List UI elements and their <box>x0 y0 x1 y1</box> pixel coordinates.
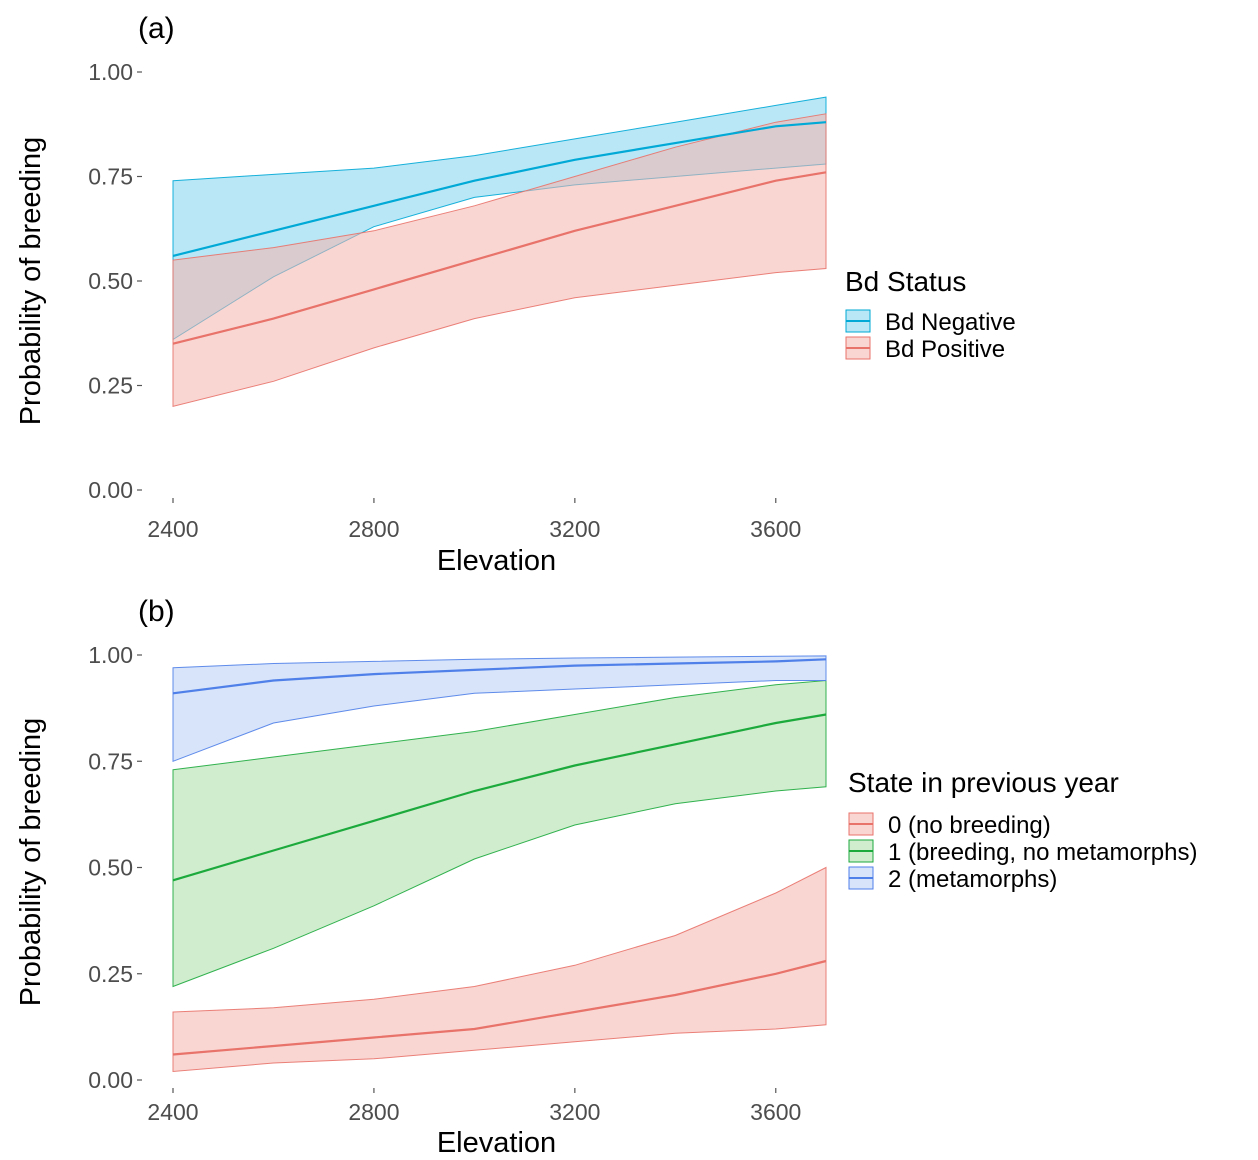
panel-label: (b) <box>138 595 175 628</box>
y-tick-label: 0.25 <box>88 961 133 987</box>
chart-panel-a: (a) 0.00 0.25 0.50 0.75 1.00 2400 2800 3200 3600 E… <box>15 12 1016 577</box>
legend-entry-label: Bd Positive <box>885 336 1005 363</box>
x-tick-label: 3200 <box>549 516 600 542</box>
y-tick-label: 0.50 <box>88 268 133 294</box>
fitted-line-series-1 <box>172 713 827 882</box>
confidence-band-series-1 <box>172 679 827 988</box>
fitted-line-series-0 <box>172 959 827 1056</box>
y-tick-label: 0.75 <box>88 748 133 774</box>
y-tick-label: 0.75 <box>88 164 133 190</box>
y-tick-label: 0.25 <box>88 373 133 399</box>
fitted-line-series-0 <box>172 121 827 257</box>
legend-entry-label: Bd Negative <box>885 309 1016 336</box>
legend-entry-label: 1 (breeding, no metamorphs) <box>888 839 1198 866</box>
y-axis-label: Probability of breeding <box>15 137 47 426</box>
x-tick-label: 2400 <box>147 1099 198 1125</box>
fitted-line-series-1 <box>172 171 827 345</box>
fitted-line-series-2 <box>172 658 827 695</box>
legend-title: State in previous year <box>848 767 1119 798</box>
legend-entry-label: 2 (metamorphs) <box>888 866 1057 893</box>
x-tick-label: 3600 <box>750 516 801 542</box>
y-tick-label: 1.00 <box>88 59 133 85</box>
y-tick-label: 0.00 <box>88 477 133 503</box>
x-tick-label: 3600 <box>750 1099 801 1125</box>
legend: State in previous year 0 (no breeding)1 (… <box>848 767 1198 893</box>
y-tick-label: 0.00 <box>88 1067 133 1093</box>
chart-panel-b: (b) 0.00 0.25 0.50 0.75 1.00 2400 2800 3200 3600 E… <box>15 595 1198 1159</box>
x-tick-label: 2400 <box>147 516 198 542</box>
legend-title: Bd Status <box>845 266 966 297</box>
panel-label: (a) <box>138 12 175 45</box>
y-tick-label: 1.00 <box>88 642 133 668</box>
x-tick-label: 2800 <box>348 1099 399 1125</box>
legend-entry-label: 0 (no breeding) <box>888 812 1051 839</box>
x-tick-label: 3200 <box>549 1099 600 1125</box>
x-tick-label: 2800 <box>348 516 399 542</box>
x-axis-label: Elevation <box>437 545 556 577</box>
confidence-band-series-1 <box>172 113 827 408</box>
x-axis-label: Elevation <box>437 1127 556 1159</box>
confidence-band-series-2 <box>172 655 827 763</box>
confidence-band-series-0 <box>172 866 827 1073</box>
y-axis-label: Probability of breeding <box>15 718 47 1007</box>
y-tick-label: 0.50 <box>88 855 133 881</box>
